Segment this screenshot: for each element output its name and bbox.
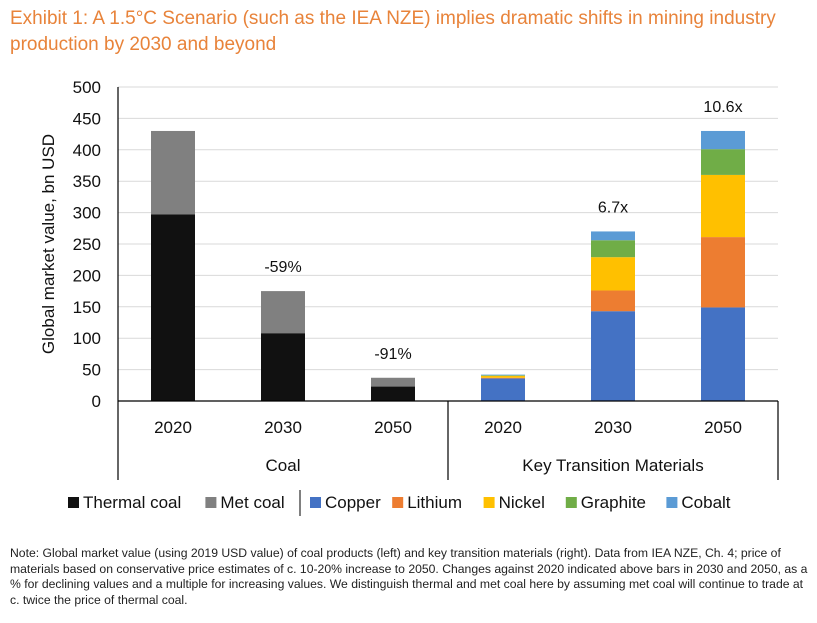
legend-label: Cobalt bbox=[681, 493, 730, 512]
legend-label: Nickel bbox=[499, 493, 545, 512]
x-tick-label: 2030 bbox=[594, 418, 632, 437]
legend-swatch bbox=[205, 497, 217, 508]
y-tick-label: 50 bbox=[82, 361, 101, 380]
chart-title: Exhibit 1: A 1.5°C Scenario (such as the… bbox=[10, 8, 776, 55]
bar-change-label: 10.6x bbox=[703, 99, 742, 116]
chart-note: Note: Global market value (using 2019 US… bbox=[10, 546, 808, 607]
bar-segment-nickel bbox=[591, 257, 635, 291]
y-tick-label: 350 bbox=[73, 172, 101, 191]
stacked-bar-chart: 0 50 100 150 200 250 300 350 400 450 500 Global mar… bbox=[39, 78, 779, 516]
x-tick-label: 2020 bbox=[154, 418, 192, 437]
bar-segment-copper bbox=[481, 378, 525, 401]
bar-segment-graphite bbox=[481, 375, 525, 376]
bar-segment-lithium bbox=[701, 237, 745, 308]
y-axis-title: Global market value, bn USD bbox=[39, 134, 58, 354]
bar-segment-cobalt bbox=[481, 374, 525, 376]
legend-swatch bbox=[68, 497, 79, 508]
bar-change-label: -59% bbox=[264, 259, 301, 276]
legend-swatch bbox=[666, 497, 678, 508]
legend-swatch bbox=[565, 497, 577, 508]
x-tick-label: 2020 bbox=[484, 418, 522, 437]
x-group-label: Key Transition Materials bbox=[522, 456, 703, 475]
legend-label: Met coal bbox=[220, 493, 284, 512]
bar-change-label: -91% bbox=[374, 346, 411, 363]
bar-segment-lithium bbox=[481, 377, 525, 379]
y-tick-label: 450 bbox=[73, 109, 101, 128]
y-tick-label: 100 bbox=[73, 329, 101, 348]
y-tick-label: 500 bbox=[73, 78, 101, 97]
y-tick-label: 250 bbox=[73, 235, 101, 254]
bar-segment-thermal-coal bbox=[261, 333, 305, 401]
bar-segment-graphite bbox=[701, 149, 745, 175]
bar-segment-nickel bbox=[481, 375, 525, 378]
bar-segment-graphite bbox=[591, 240, 635, 258]
bar-segment-met-coal bbox=[261, 291, 305, 334]
bar-segment-lithium bbox=[591, 290, 635, 312]
x-tick-label: 2030 bbox=[264, 418, 302, 437]
bar-segment-copper bbox=[701, 307, 745, 401]
legend-label: Copper bbox=[325, 493, 381, 512]
y-tick-label: 300 bbox=[73, 204, 101, 223]
y-tick-label: 200 bbox=[73, 266, 101, 285]
x-tick-label: 2050 bbox=[704, 418, 742, 437]
bar-segment-met-coal bbox=[151, 130, 195, 215]
x-tick-label: 2050 bbox=[374, 418, 412, 437]
bar-segment-thermal-coal bbox=[151, 214, 195, 401]
legend-swatch bbox=[392, 497, 404, 508]
bar-segment-copper bbox=[591, 311, 635, 401]
legend-swatch bbox=[310, 497, 321, 508]
bar-segment-nickel bbox=[701, 174, 745, 238]
legend-label: Graphite bbox=[581, 493, 646, 512]
bar-segment-thermal-coal bbox=[371, 386, 415, 401]
legend-label: Lithium bbox=[407, 493, 462, 512]
y-tick-label: 0 bbox=[92, 392, 101, 411]
legend-swatch bbox=[483, 497, 495, 508]
bar-segment-cobalt bbox=[701, 130, 745, 150]
bar-segment-met-coal bbox=[371, 377, 415, 387]
y-tick-label: 400 bbox=[73, 141, 101, 160]
bar-change-label: 6.7x bbox=[598, 199, 628, 216]
bar-segment-cobalt bbox=[591, 231, 635, 241]
x-group-label: Coal bbox=[266, 456, 301, 475]
y-tick-label: 150 bbox=[73, 298, 101, 317]
legend-label: Thermal coal bbox=[83, 493, 181, 512]
